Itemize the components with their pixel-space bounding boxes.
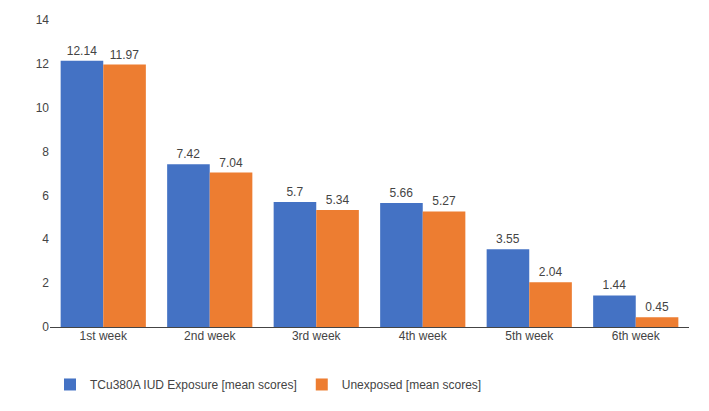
svg-text:0: 0 — [42, 320, 49, 334]
svg-text:5.66: 5.66 — [390, 186, 414, 200]
svg-text:5th week: 5th week — [505, 329, 554, 343]
svg-text:2nd week: 2nd week — [184, 329, 236, 343]
svg-text:2: 2 — [42, 276, 49, 290]
svg-text:1.44: 1.44 — [603, 278, 627, 292]
svg-text:2.04: 2.04 — [539, 265, 563, 279]
svg-text:4: 4 — [42, 232, 49, 246]
svg-text:7.04: 7.04 — [219, 156, 243, 170]
svg-text:12: 12 — [36, 57, 50, 71]
svg-text:14: 14 — [36, 13, 50, 27]
svg-text:5.27: 5.27 — [432, 194, 456, 208]
svg-text:Unexposed [mean scores]: Unexposed [mean scores] — [342, 378, 481, 392]
svg-text:8: 8 — [42, 145, 49, 159]
svg-text:3rd week: 3rd week — [292, 329, 342, 343]
svg-text:6th week: 6th week — [612, 329, 661, 343]
svg-text:3.55: 3.55 — [496, 232, 520, 246]
svg-text:12.14: 12.14 — [67, 44, 97, 58]
svg-text:5.7: 5.7 — [286, 185, 303, 199]
svg-text:6: 6 — [42, 189, 49, 203]
svg-text:5.34: 5.34 — [326, 193, 350, 207]
svg-text:0.45: 0.45 — [645, 300, 669, 314]
svg-text:1st week: 1st week — [80, 329, 128, 343]
svg-text:10: 10 — [36, 101, 50, 115]
svg-text:11.97: 11.97 — [110, 48, 139, 62]
svg-text:4th week: 4th week — [399, 329, 448, 343]
svg-text:TCu380A IUD Exposure [mean sco: TCu380A IUD Exposure [mean scores] — [90, 378, 297, 392]
svg-text:7.42: 7.42 — [177, 147, 201, 161]
